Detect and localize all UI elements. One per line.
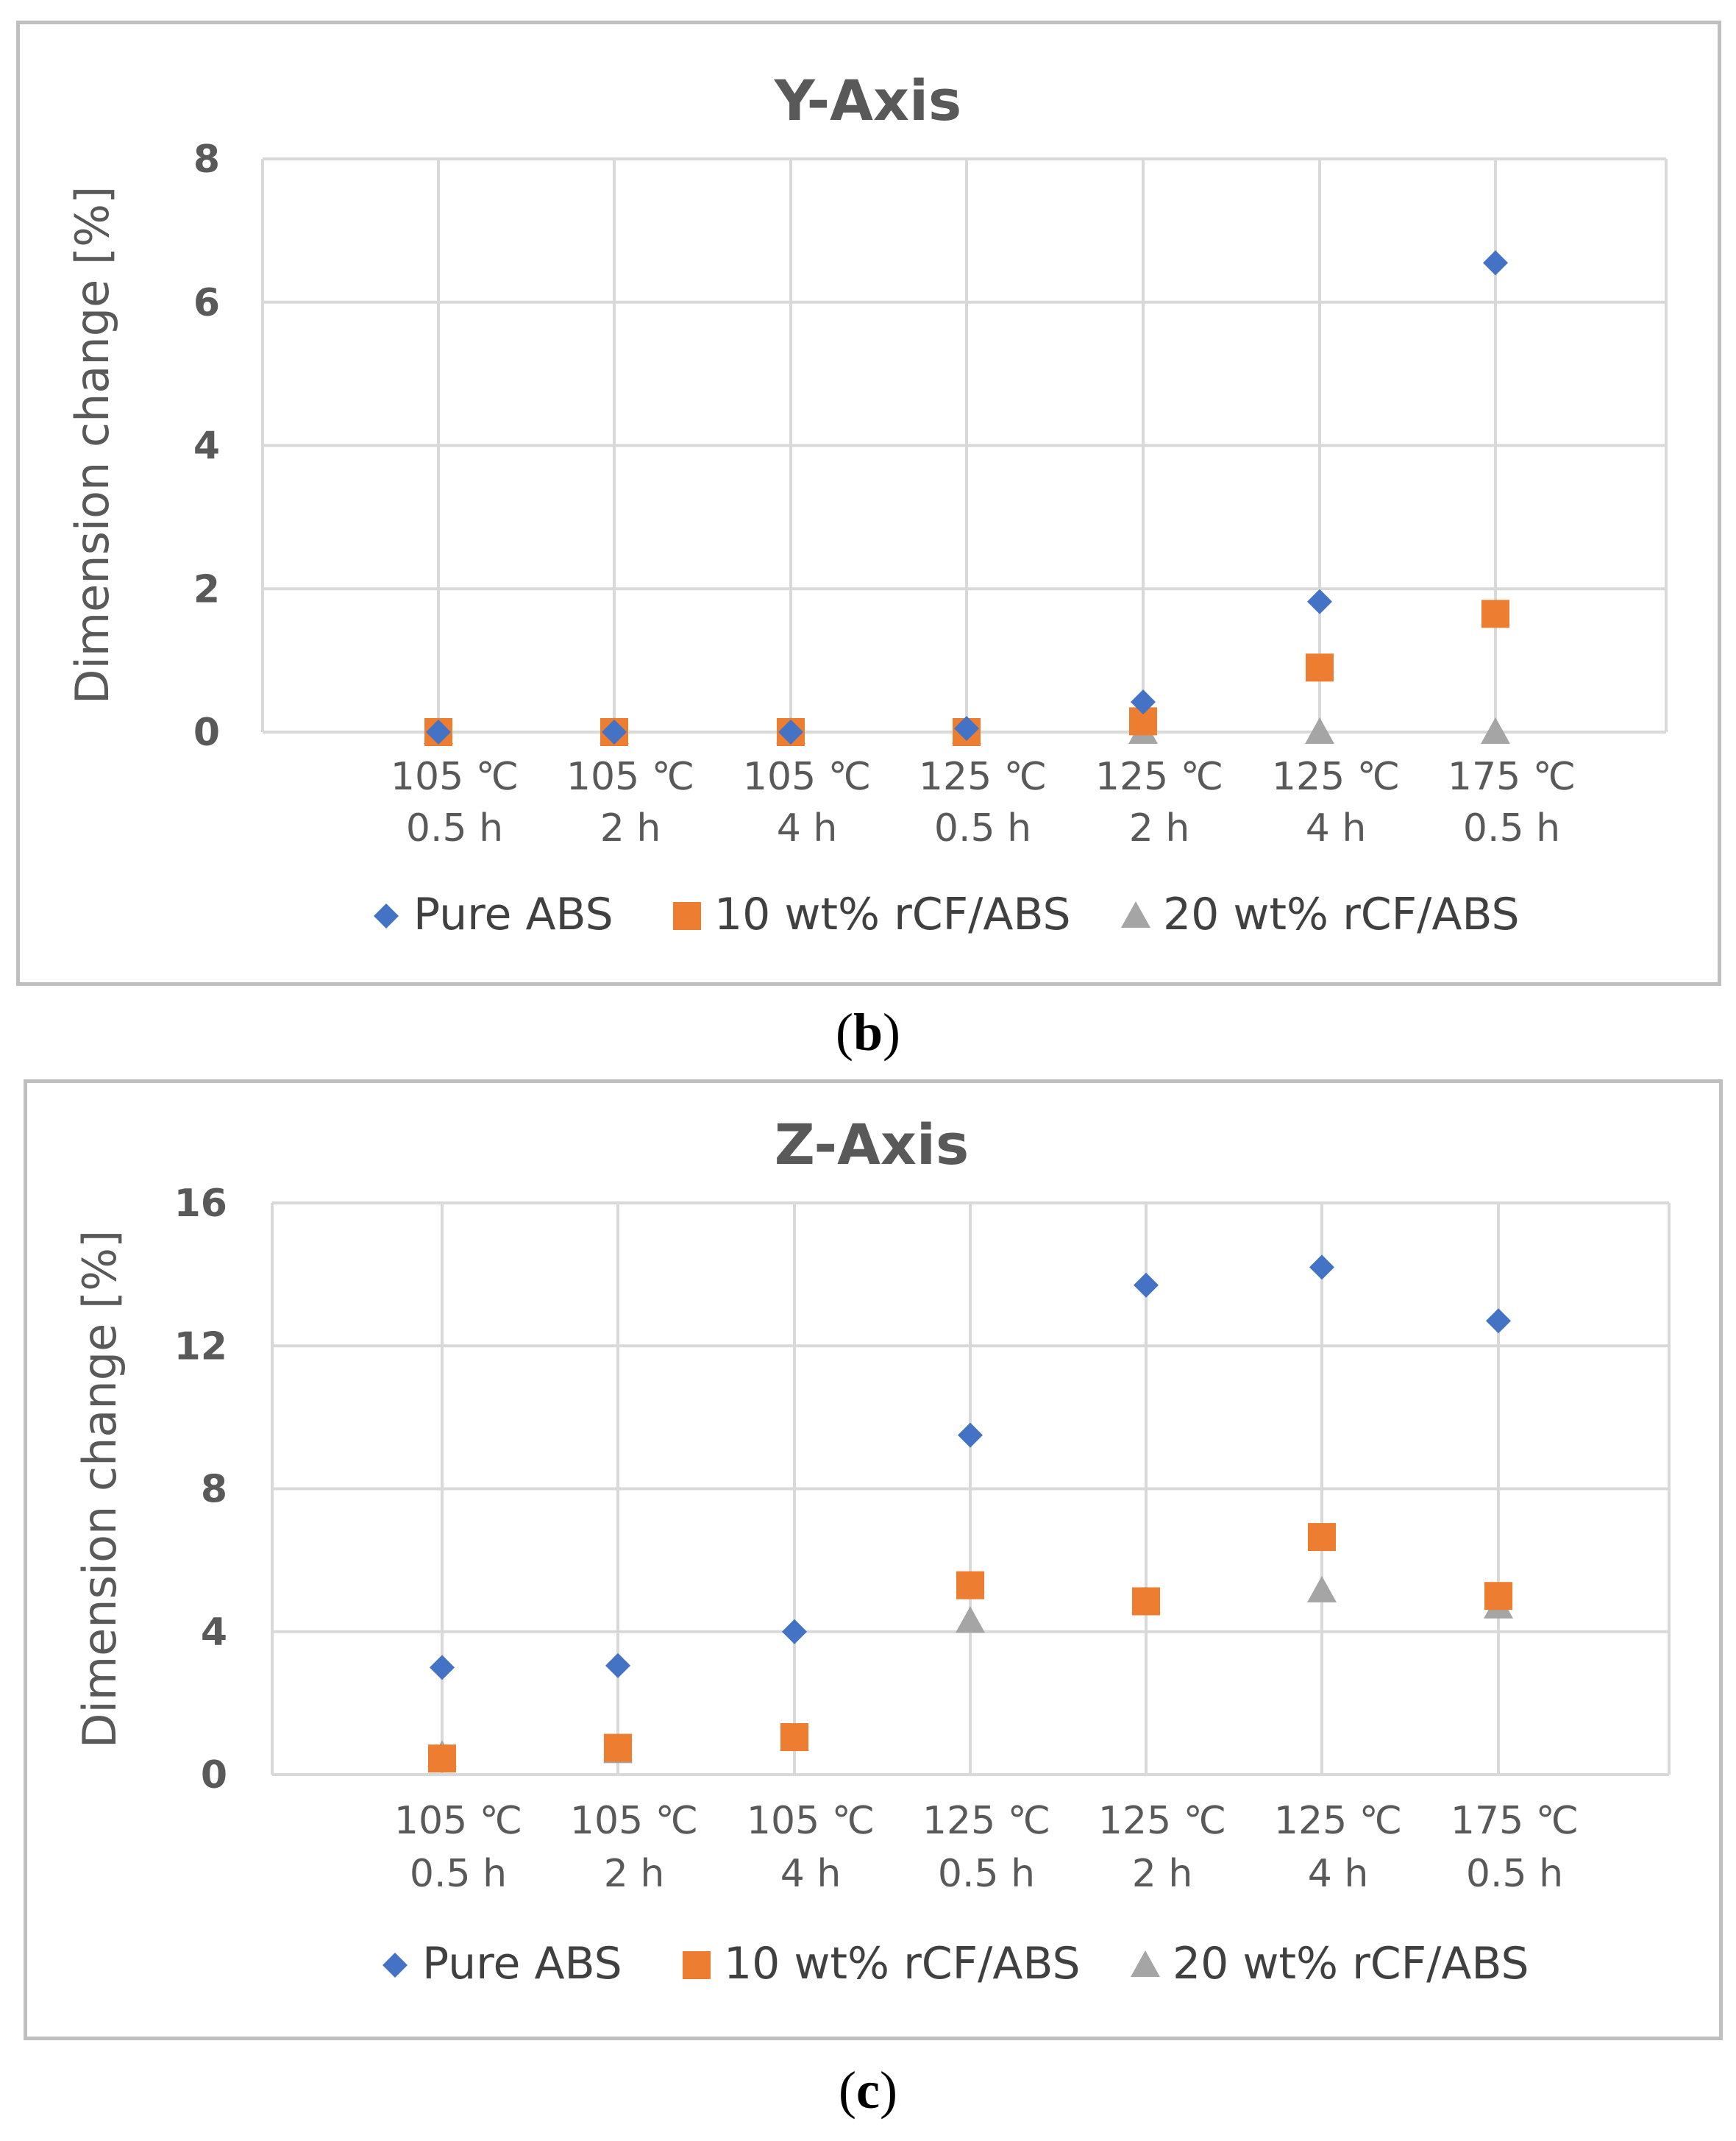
y-tick-label: 4 (201, 1611, 227, 1655)
x-tick-label: 105 ℃ (570, 1799, 698, 1843)
chart-panel-c: Z-Axis 0 4 8 12 16 105 ℃ 0.5 h 105 ℃ 2 h 105 ℃ 4 h 1… (24, 1079, 1723, 2040)
y-tick-label: 16 (174, 1182, 227, 1226)
legend-label: 20 wt% rCF/ABS (1163, 889, 1520, 940)
x-tick-label: 0.5 h (410, 1852, 507, 1896)
x-tick-label: 4 h (1306, 806, 1367, 851)
x-tick-label: 0.5 h (406, 806, 503, 851)
x-tick-label: 2 h (1132, 1852, 1193, 1896)
x-tick-label: 125 ℃ (1095, 755, 1223, 799)
y-axis-label: Dimension change [%] (65, 186, 119, 704)
x-tick-label: 4 h (777, 806, 838, 851)
x-tick-label: 105 ℃ (391, 755, 519, 799)
data-point-diamond (426, 720, 451, 745)
x-tick-label: 105 ℃ (743, 755, 871, 799)
data-point-diamond (1134, 1272, 1159, 1298)
y-tick-label: 4 (193, 425, 220, 469)
data-point-diamond (1131, 689, 1156, 715)
y-tick-label: 2 (193, 567, 220, 611)
data-point-square (1481, 600, 1509, 628)
data-point-square (956, 1571, 984, 1599)
legend-label: Pure ABS (413, 889, 613, 940)
legend-label: Pure ABS (422, 1938, 622, 1989)
data-point-square (428, 1744, 456, 1773)
x-tick-label: 4 h (1308, 1852, 1369, 1896)
y-tick-label: 12 (174, 1324, 227, 1368)
legend-label: 10 wt% rCF/ABS (724, 1938, 1081, 1989)
data-point-diamond (954, 716, 979, 742)
legend-marker-diamond (383, 1953, 408, 1978)
data-point-diamond (602, 720, 627, 745)
data-point-square (1484, 1582, 1512, 1611)
data-point-diamond (958, 1422, 983, 1448)
y-axis-label: Dimension change [%] (73, 1230, 127, 1748)
caption-c: (c) (839, 2061, 897, 2120)
x-tick-label: 125 ℃ (922, 1799, 1050, 1843)
legend-label: 20 wt% rCF/ABS (1173, 1938, 1529, 1989)
legend-marker-triangle (1121, 901, 1150, 928)
x-tick-label: 2 h (600, 806, 661, 851)
x-tick-label: 0.5 h (938, 1852, 1035, 1896)
data-point-diamond (605, 1652, 630, 1678)
z-axis-chart: Z-Axis 0 4 8 12 16 105 ℃ 0.5 h 105 ℃ 2 h 105 ℃ 4 h 1… (73, 1112, 1671, 1989)
data-point-diamond (782, 1619, 807, 1644)
x-tick-label: 4 h (780, 1852, 842, 1896)
data-point-diamond (1309, 1254, 1334, 1280)
legend-marker-square (673, 902, 701, 930)
x-tick-label: 125 ℃ (1274, 1799, 1402, 1843)
x-tick-label: 0.5 h (934, 806, 1031, 851)
data-point-square (1132, 1587, 1160, 1616)
caption-b: (b) (835, 1003, 900, 1062)
data-point-triangle (1307, 1575, 1337, 1602)
x-tick-label: 0.5 h (1463, 806, 1560, 851)
y-tick-label: 8 (201, 1468, 227, 1512)
data-point-square (1306, 653, 1334, 682)
data-point-diamond (430, 1655, 455, 1680)
legend-label: 10 wt% rCF/ABS (714, 889, 1071, 940)
legend-marker-square (683, 1951, 711, 1979)
y-axis-chart: Y-Axis 0 2 4 6 8 105 ℃ 0.5 h 105 ℃ 2 h 105 ℃ 4 h 125… (65, 68, 1668, 940)
x-tick-label: 175 ℃ (1448, 755, 1576, 799)
chart-panel-b: Y-Axis 0 2 4 6 8 105 ℃ 0.5 h 105 ℃ 2 h 105 ℃ 4 h 125… (16, 21, 1721, 986)
x-tick-label: 105 ℃ (394, 1799, 522, 1843)
data-point-diamond (778, 720, 803, 745)
x-tick-label: 2 h (1129, 806, 1190, 851)
data-point-diamond (1486, 1308, 1511, 1334)
data-point-triangle (1305, 717, 1334, 744)
y-tick-label: 0 (201, 1753, 227, 1797)
x-tick-label: 125 ℃ (1272, 755, 1400, 799)
x-tick-label: 125 ℃ (919, 755, 1047, 799)
chart-title: Z-Axis (775, 1112, 969, 1177)
x-tick-label: 105 ℃ (747, 1799, 875, 1843)
x-tick-label: 2 h (604, 1852, 665, 1896)
x-tick-label: 125 ℃ (1098, 1799, 1226, 1843)
legend-marker-triangle (1131, 1950, 1160, 1977)
data-point-square (1308, 1523, 1336, 1552)
y-tick-label: 8 (193, 138, 220, 182)
data-point-triangle (1481, 717, 1510, 744)
y-tick-label: 6 (193, 281, 220, 325)
data-point-square (780, 1723, 808, 1752)
data-point-diamond (1307, 589, 1332, 614)
x-tick-label: 175 ℃ (1451, 1799, 1579, 1843)
y-tick-label: 0 (193, 711, 220, 755)
x-tick-label: 105 ℃ (566, 755, 694, 799)
data-point-triangle (956, 1606, 985, 1633)
data-point-diamond (1483, 250, 1508, 276)
x-tick-label: 0.5 h (1466, 1852, 1563, 1896)
data-point-square (604, 1733, 632, 1762)
chart-title: Y-Axis (774, 68, 962, 133)
legend-marker-diamond (374, 903, 399, 929)
